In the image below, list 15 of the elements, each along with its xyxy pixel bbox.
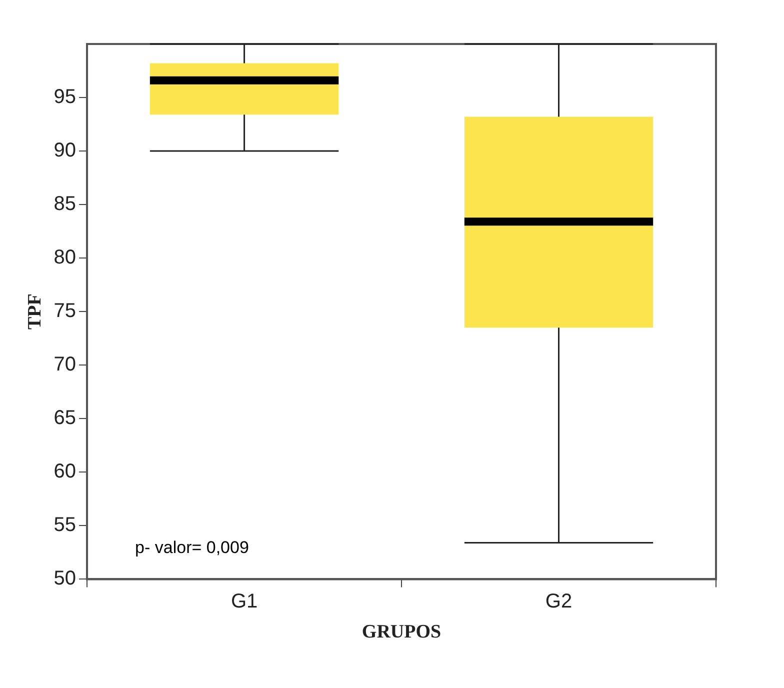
- y-tick-label: 55: [54, 514, 76, 536]
- x-tick-label: G1: [230, 590, 258, 613]
- y-tick-label: 90: [54, 140, 76, 162]
- x-axis-title: GRUPOS: [362, 622, 442, 643]
- y-tick-label: 95: [54, 86, 76, 108]
- y-tick-label: 70: [54, 354, 76, 376]
- y-tick-label: 75: [54, 300, 76, 322]
- x-tick-label: G2: [545, 590, 572, 613]
- y-tick-label: 60: [54, 460, 76, 483]
- y-tick-label: 85: [54, 193, 76, 216]
- y-tick-label: 80: [54, 246, 76, 269]
- y-axis-title: TPF: [24, 294, 46, 330]
- annotation: p- valor= 0,009: [135, 538, 249, 558]
- y-tick-label: 50: [54, 568, 76, 590]
- y-tick-label: 65: [54, 407, 76, 430]
